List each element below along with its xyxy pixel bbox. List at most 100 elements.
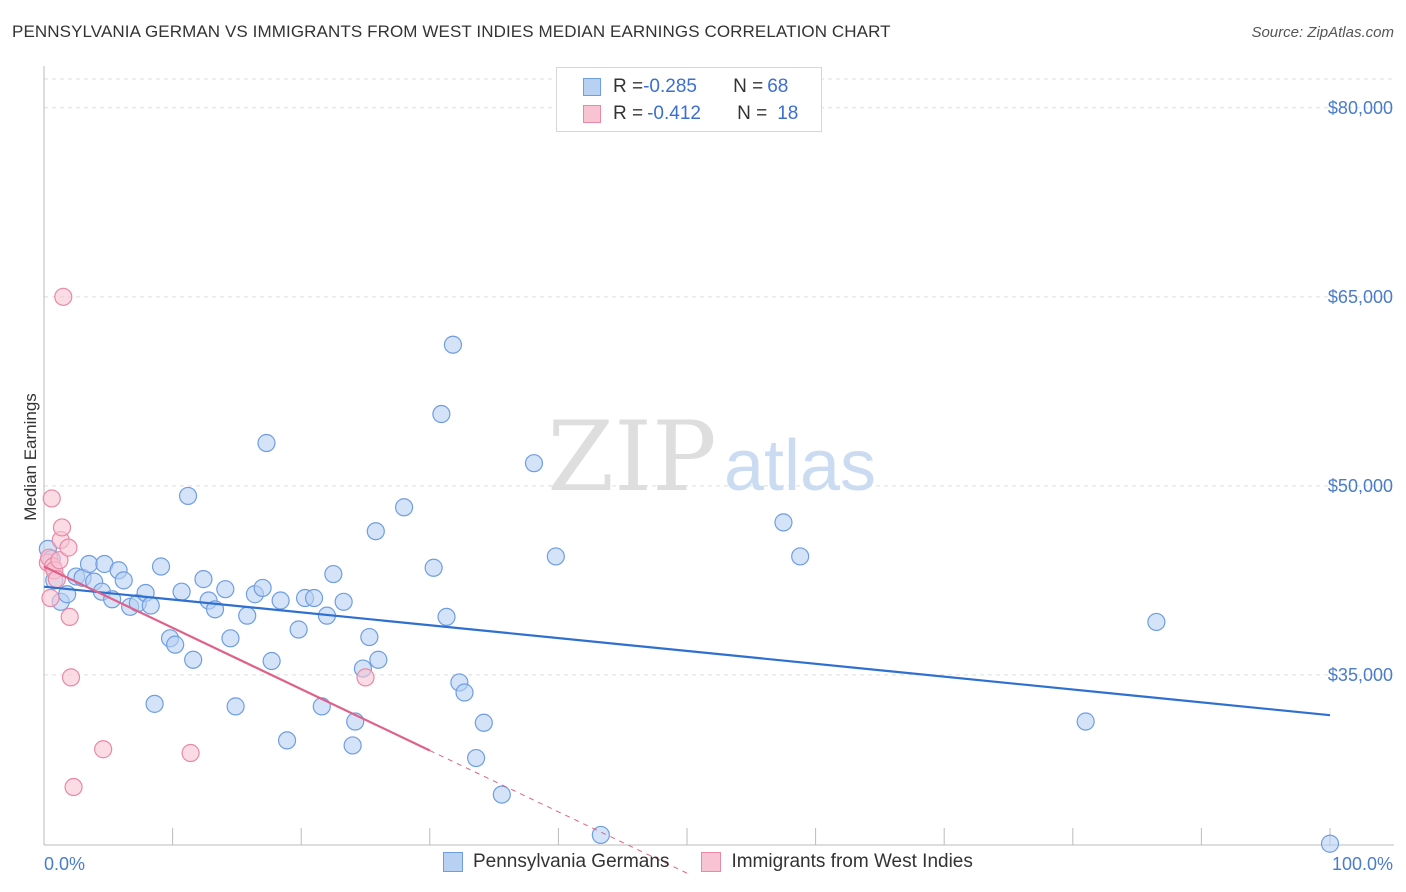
y-tick-label: $35,000 (1328, 665, 1393, 685)
legend-r-value: -0.412 (647, 103, 701, 124)
data-point-pennsylvania-germans (304, 588, 324, 608)
legend-swatch-pink (701, 852, 722, 872)
data-point-pennsylvania-germans (184, 650, 203, 669)
series-west-indies (38, 287, 375, 797)
data-point-pennsylvania-germans (394, 498, 414, 517)
data-point-west-indies (181, 743, 200, 763)
data-point-west-indies (50, 551, 69, 570)
data-point-pennsylvania-germans (492, 785, 511, 804)
data-point-pennsylvania-germans (437, 607, 456, 627)
legend-n-label: N = (737, 103, 768, 124)
data-point-pennsylvania-germans (114, 571, 133, 590)
data-point-pennsylvania-germans (151, 557, 171, 576)
data-point-west-indies (54, 287, 73, 306)
y-tick-label: $50,000 (1328, 476, 1393, 496)
data-point-pennsylvania-germans (238, 606, 257, 625)
data-point-pennsylvania-germans (443, 335, 463, 354)
data-point-west-indies (64, 777, 83, 797)
legend-r-value: -0.285 (643, 76, 697, 97)
data-point-pennsylvania-germans (262, 651, 281, 671)
data-point-pennsylvania-germans (1147, 612, 1166, 632)
chart-title: PENNSYLVANIA GERMAN VS IMMIGRANTS FROM W… (12, 22, 891, 41)
correlation-legend: R = -0.285 N = 68 R = -0.412 N = 18 (556, 67, 822, 132)
legend-item-pennsylvania-germans[interactable]: Pennsylvania Germans (443, 851, 669, 873)
data-point-west-indies (42, 489, 61, 508)
data-point-pennsylvania-germans (145, 694, 164, 713)
watermark-atlas: atlas (724, 426, 876, 506)
data-point-pennsylvania-germans (257, 433, 276, 453)
data-point-pennsylvania-germans (253, 578, 272, 598)
legend-n-label: N = (733, 76, 764, 97)
data-point-pennsylvania-germans (178, 486, 198, 506)
data-point-pennsylvania-germans (271, 591, 290, 610)
trend-lines (43, 565, 1331, 874)
data-point-pennsylvania-germans (474, 713, 493, 732)
data-point-pennsylvania-germans (466, 748, 486, 768)
watermark: ZIP atlas (547, 401, 876, 513)
grid-lines (44, 78, 1394, 676)
data-point-pennsylvania-germans (1320, 834, 1340, 853)
data-point-pennsylvania-germans (226, 697, 245, 716)
legend-row-pennsylvania-germans: R = -0.285 N = 68 (583, 75, 788, 99)
data-point-pennsylvania-germans (424, 558, 443, 577)
legend-r-label: R = (613, 76, 644, 97)
legend-row-west-indies: R = -0.412 N = 18 (583, 102, 798, 126)
x-tick-label-end: 100.0% (1332, 854, 1393, 874)
data-point-west-indies (356, 668, 375, 687)
data-point-pennsylvania-germans (79, 554, 99, 574)
data-point-west-indies (60, 607, 79, 627)
trend-line-pennsylvania-germans (43, 585, 1331, 717)
data-point-pennsylvania-germans (360, 627, 379, 647)
legend-item-west-indies[interactable]: Immigrants from West Indies (701, 851, 973, 873)
data-point-pennsylvania-germans (791, 547, 810, 566)
data-point-west-indies (94, 740, 113, 759)
data-point-pennsylvania-germans (369, 650, 388, 669)
data-point-pennsylvania-germans (166, 635, 185, 654)
data-point-pennsylvania-germans (455, 683, 474, 702)
y-tick-labels: $35,000 $50,000 $65,000 $80,000 (1328, 98, 1393, 685)
data-point-pennsylvania-germans (343, 736, 362, 755)
data-point-pennsylvania-germans (141, 596, 160, 615)
data-point-pennsylvania-germans (366, 522, 385, 541)
watermark-zip: ZIP (547, 401, 716, 513)
legend-swatch-pink (583, 105, 601, 123)
series-legend: Pennsylvania Germans Immigrants from Wes… (443, 851, 1005, 873)
legend-swatch-blue (443, 852, 463, 872)
data-point-west-indies (59, 538, 78, 557)
trend-line-west-indies-extension (429, 750, 688, 874)
y-axis-label: Median Earnings (21, 393, 40, 521)
data-point-pennsylvania-germans (1076, 712, 1095, 731)
axes (43, 66, 1394, 846)
y-tick-label: $80,000 (1328, 98, 1393, 118)
legend-n-value: 18 (777, 103, 799, 124)
data-point-pennsylvania-germans (216, 580, 235, 599)
series-pennsylvania-germans (38, 335, 1340, 853)
data-point-pennsylvania-germans (312, 697, 331, 716)
legend-label: Immigrants from West Indies (731, 851, 973, 872)
data-point-pennsylvania-germans (774, 513, 793, 532)
data-point-pennsylvania-germans (546, 547, 565, 566)
data-point-pennsylvania-germans (172, 582, 191, 601)
legend-r-label: R = (613, 103, 644, 124)
data-point-pennsylvania-germans (221, 629, 240, 648)
data-point-pennsylvania-germans (432, 404, 451, 424)
y-tick-label: $65,000 (1328, 287, 1393, 307)
data-point-pennsylvania-germans (289, 620, 308, 639)
x-tick-label-start: 0.0% (44, 854, 85, 874)
x-tick-labels: 0.0% 100.0% (44, 854, 1393, 874)
legend-swatch-blue (583, 78, 601, 96)
data-point-pennsylvania-germans (591, 825, 610, 845)
legend-label: Pennsylvania Germans (473, 851, 670, 872)
data-point-west-indies (41, 588, 60, 608)
data-point-pennsylvania-germans (324, 564, 343, 584)
data-point-pennsylvania-germans (277, 731, 297, 750)
data-point-pennsylvania-germans (524, 454, 544, 473)
data-point-west-indies (52, 518, 72, 537)
legend-n-value: 68 (767, 76, 789, 97)
data-point-pennsylvania-germans (194, 570, 213, 589)
source-label: Source: ZipAtlas.com (1251, 24, 1394, 41)
trend-line-west-indies (43, 565, 431, 752)
data-point-west-indies (61, 668, 81, 687)
data-point-pennsylvania-germans (334, 592, 353, 611)
